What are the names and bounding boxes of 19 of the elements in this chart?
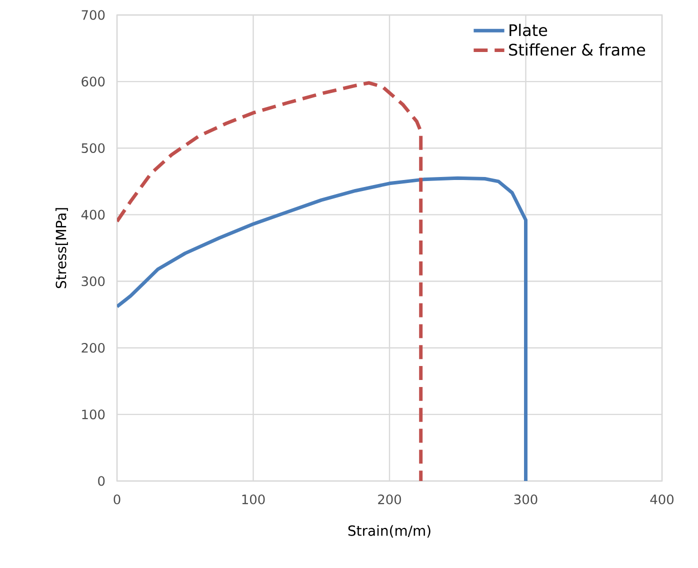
line-series <box>117 81 423 481</box>
x-axis-title: Strain(m/m) <box>348 525 430 538</box>
y-tick-label: 100 <box>82 410 105 420</box>
y-tick-label: 300 <box>82 276 105 286</box>
x-tick-label: 400 <box>650 494 674 504</box>
x-tick-label: 300 <box>514 494 538 504</box>
x-tick-label: 200 <box>378 494 401 504</box>
x-tick-label: 0 <box>114 494 120 504</box>
line-series <box>117 176 528 481</box>
y-tick-label: 200 <box>82 342 105 353</box>
x-tick-label: 100 <box>242 494 265 504</box>
y-axis-title: Stress[MPa] <box>55 208 68 288</box>
y-tick-label: 600 <box>82 76 105 86</box>
legend-label: Stiffener & frame <box>509 43 646 56</box>
legend-label: Plate <box>510 24 548 36</box>
y-tick-label: 400 <box>81 210 105 220</box>
y-tick-label: 700 <box>82 10 105 20</box>
y-tick-label: 0 <box>98 476 105 486</box>
y-tick-label: 500 <box>82 143 105 154</box>
